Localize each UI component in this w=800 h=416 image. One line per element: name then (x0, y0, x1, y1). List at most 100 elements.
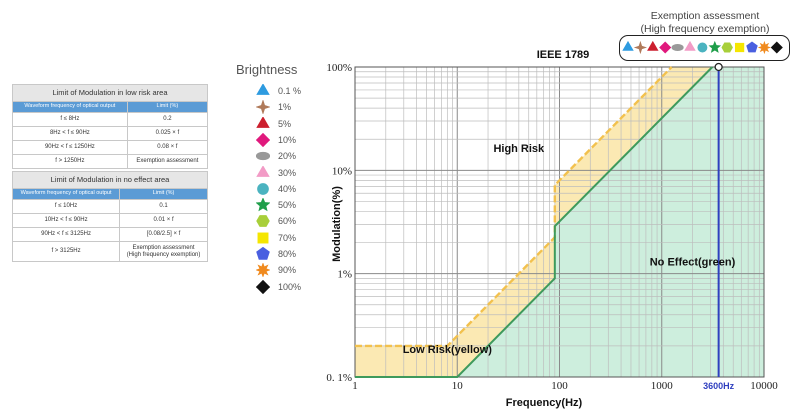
brightness-legend-item: 30% (256, 165, 326, 180)
hexagon-marker (256, 215, 270, 228)
x-tick-label: 100 (551, 380, 568, 392)
low-risk-limit-table: Limit of Modulation in low risk area Wav… (12, 84, 209, 169)
star8-marker (256, 263, 270, 278)
hexagon-icon (256, 215, 270, 228)
table-cell: f ≤ 8Hz (12, 112, 128, 127)
region-label: High Risk (493, 143, 545, 155)
brightness-legend-item: 20% (256, 149, 326, 163)
triangle-icon (256, 165, 270, 177)
x-tick-label: 10 (452, 380, 464, 392)
exemption-triangle-icon (684, 40, 696, 51)
table-caption: Limit of Modulation in low risk area (12, 84, 208, 102)
brightness-legend-label: 70% (278, 232, 297, 243)
table-cell: Exemption assessment (High frequency exe… (119, 241, 208, 262)
table-row: 8Hz < f ≤ 90Hz 0.025 × f (12, 126, 209, 141)
table-cell: [0.08/2.5] × f (119, 227, 208, 242)
table-cell: 0.2 (126, 112, 209, 127)
y-tick-label: 10% (332, 165, 352, 177)
exemption-square-icon (734, 42, 745, 53)
region-label: Low Risk(yellow) (403, 344, 493, 356)
diamond-icon (256, 279, 270, 294)
table-row: 10Hz < f ≤ 90Hz 0.01 × f (11, 213, 208, 228)
exemption-circle-icon (697, 42, 708, 53)
frequency-marker-label: 3600Hz (703, 381, 735, 391)
no-effect-limit-line (355, 66, 714, 378)
ieee-1789-chart: IEEE 1789 Frequency(Hz) Modulation(%) 36… (326, 49, 778, 409)
brightness-legend-label: 100% (278, 281, 302, 292)
brightness-legend-item: 90% (256, 263, 326, 278)
exemption-symbols (622, 40, 783, 55)
table-row: f > 3125Hz Exemption assessment (High fre… (11, 241, 208, 262)
exemption-star8-icon (757, 40, 771, 55)
brightness-legend-label: 1% (278, 102, 292, 113)
star4-marker (256, 100, 270, 115)
brightness-legend-item: 1% (256, 100, 326, 115)
brightness-legend-label: 50% (278, 200, 297, 211)
exemption-ellipse-icon (671, 43, 684, 52)
y-tick-label: 0. 1% (326, 372, 352, 384)
brightness-legend-item: 100% (256, 279, 326, 294)
exemption-hexagon-icon (721, 42, 733, 53)
brightness-legend-item: 60% (256, 214, 326, 228)
table-row: f ≤ 8Hz 0.2 (12, 112, 209, 127)
exemption-pentagon-icon (746, 41, 758, 53)
table-cell: 0.1 (119, 199, 208, 214)
exemption-star4-icon (633, 40, 647, 55)
table-cell: 10Hz < f ≤ 90Hz (11, 213, 121, 228)
table-header-frequency: Waveform frequency of optical output (11, 188, 121, 200)
table-cell: Exemption assessment (126, 154, 209, 169)
table-cell: 0.025 × f (126, 126, 209, 141)
brightness-legend-label: 60% (278, 216, 297, 227)
square-marker (257, 232, 269, 244)
brightness-legend-label: 5% (278, 118, 292, 129)
star8-icon (256, 263, 270, 278)
brightness-legend-item: 40% (256, 182, 326, 196)
table-row: f ≤ 10Hz 0.1 (11, 199, 208, 214)
exemption-diamond-icon (770, 41, 783, 54)
table-cell: f > 3125Hz (11, 241, 121, 262)
exemption-star5-icon (708, 40, 722, 53)
brightness-legend-label: 80% (278, 249, 297, 259)
triangle-marker (256, 84, 270, 95)
table-cell: f ≤ 10Hz (11, 199, 121, 214)
x-tick-label: 1 (352, 380, 358, 392)
triangle-icon (256, 84, 270, 95)
brightness-legend: Brightness 0.1 % 1% 5% 10% 20% 30% 40% 50% 60% 70… (236, 62, 316, 294)
brightness-legend-label: 0.1 % (278, 86, 302, 96)
pentagon-marker (256, 247, 270, 260)
brightness-legend-title: Brightness (236, 62, 298, 77)
ellipse-marker (256, 152, 270, 161)
ellipse-icon (256, 152, 270, 161)
table-cell: 0.08 × f (126, 140, 209, 155)
exemption-subtitle: (High frequency exemption) (640, 23, 770, 35)
star5-marker (256, 198, 270, 212)
exemption-symbols-box (619, 35, 790, 61)
table-caption: Limit of Modulation in no effect area (12, 171, 208, 189)
exemption-triangle-icon (622, 40, 634, 51)
y-axis-label: Modulation(%) (331, 186, 343, 262)
table-header-frequency: Waveform frequency of optical output (12, 101, 128, 113)
table-row: 90Hz < f ≤ 3125Hz [0.08/2.5] × f (11, 227, 208, 242)
table-header-limit: Limit (%) (126, 101, 209, 113)
x-tick-label: 1000 (651, 380, 674, 392)
brightness-legend-label: 20% (278, 151, 297, 162)
y-tick-label: 100% (326, 62, 352, 74)
triangle-marker (256, 165, 270, 177)
exemption-title: Exemption assessment (650, 10, 760, 22)
brightness-legend-item: 50% (256, 198, 326, 212)
x-tick-label: 10000 (750, 380, 778, 392)
star4-icon (256, 100, 270, 115)
frequency-marker-circle (714, 62, 723, 72)
brightness-legend-label: 10% (278, 134, 297, 145)
star5-icon (256, 198, 270, 212)
brightness-legend-label: 90% (278, 265, 297, 276)
brightness-legend-item: 5% (256, 116, 326, 131)
circle-icon (257, 182, 269, 195)
brightness-legend-item: 80% (256, 247, 326, 261)
table-cell: f > 1250Hz (12, 154, 128, 169)
triangle-marker (256, 116, 270, 128)
diamond-marker (256, 279, 270, 294)
plot-frame (354, 66, 765, 378)
y-tick-label: 1% (337, 269, 352, 281)
brightness-legend-label: 30% (278, 167, 297, 178)
